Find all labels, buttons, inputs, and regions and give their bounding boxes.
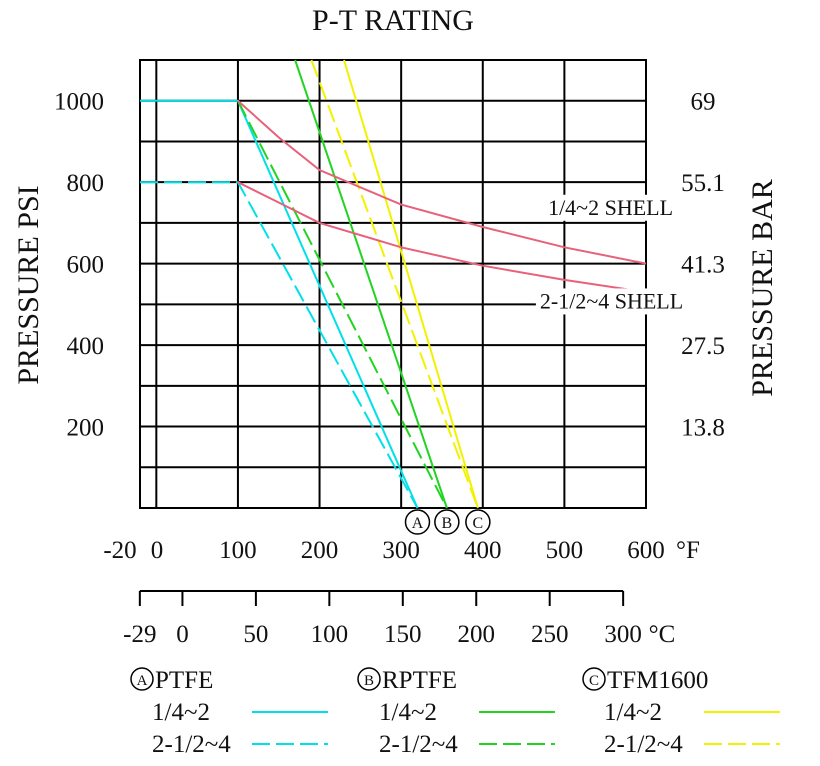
x-tick-label-f: 200	[301, 537, 339, 564]
legend-size-label: 1/4~2	[152, 699, 210, 726]
x-tick-label-f: 300	[382, 537, 420, 564]
marker-circle-c	[465, 509, 491, 535]
x-tick-label-c: 200	[457, 621, 495, 648]
legend-size-label: 1/4~2	[604, 699, 662, 726]
x-tick-label-f: 0	[151, 537, 164, 564]
x-tick-label-f: 100	[219, 537, 257, 564]
marker-circle-b	[434, 509, 460, 535]
legend-size-label: 1/4~2	[379, 699, 437, 726]
annotation-bg	[544, 194, 668, 221]
legend: A PTFE 1/4~2 2-1/2~4 B RPTFE 1/4~2 2-1/2~4 C TFM1…	[130, 667, 780, 758]
legend-material-label: TFM1600	[607, 667, 708, 694]
y-tick-label-bar: 41.3	[681, 252, 725, 279]
y-tick-label-psi: 400	[67, 333, 105, 360]
series-line-2-1-2-4-shell	[237, 181, 647, 294]
y-tick-label-bar: 55.1	[681, 170, 725, 197]
x-tick-label-f: 400	[464, 537, 502, 564]
legend-marker-letter: C	[589, 673, 599, 689]
series-line-rptfe-2-1-2-4	[237, 100, 448, 509]
legend-marker-circle	[130, 667, 154, 691]
y-tick-label-bar: 69	[691, 89, 716, 116]
x-tick-label-c: 50	[243, 621, 268, 648]
series-line-tfm1600-2-1-2-4	[310, 59, 479, 509]
series-line-1-4-2-shell	[237, 99, 647, 265]
y-tick-label-psi: 800	[67, 170, 105, 197]
fahrenheit-axis: -20 0 100 200 300 400 500 600 °F	[103, 537, 700, 564]
legend-size-label: 2-1/2~4	[379, 731, 458, 758]
x-tick-label-c: 100	[311, 621, 349, 648]
chart-grid	[139, 59, 647, 509]
chart-labels: 1000 69 800 55.1 600 41.3 400 27.5 200 13.8 1/4~2 …	[54, 89, 725, 535]
x-tick-label-c: -29	[123, 621, 156, 648]
marker-letter-c: C	[473, 515, 484, 532]
shell-annotation: 2-1/2~4 SHELL	[540, 288, 683, 313]
y-tick-label-psi: 1000	[54, 89, 104, 116]
x-tick-label-f: 600	[627, 537, 665, 564]
legend-marker-letter: B	[364, 673, 374, 689]
legend-marker-circle	[357, 667, 381, 691]
marker-letter-b: B	[442, 515, 453, 532]
marker-letter-a: A	[412, 515, 424, 532]
celsius-axis: -29 0 50 100 150 200 250 300 °C	[123, 590, 676, 648]
x-tick-label-f: -20	[103, 537, 136, 564]
marker-circle-a	[404, 509, 431, 535]
legend-marker-circle	[582, 667, 606, 691]
legend-material-label: PTFE	[155, 667, 213, 694]
series-line-tfm1600-1-4-2	[343, 59, 479, 509]
legend-marker-letter: A	[137, 673, 148, 689]
series-line-rptfe-1-4-2	[294, 59, 448, 509]
legend-material-label: RPTFE	[382, 667, 457, 694]
chart-title: P-T RATING	[312, 4, 474, 37]
plot-frame	[139, 59, 647, 509]
x-tick-label-c: 150	[384, 621, 422, 648]
shell-annotation: 1/4~2 SHELL	[548, 195, 673, 220]
y-tick-label-psi: 200	[67, 415, 105, 442]
y-axis-label-psi: PRESSURE PSI	[12, 185, 45, 384]
x-tick-label-c: 250	[531, 621, 569, 648]
chart-series	[140, 59, 647, 509]
x-tick-label-c: 300	[604, 621, 642, 648]
annotation-bg	[535, 288, 681, 315]
y-tick-label-bar: 13.8	[681, 415, 725, 442]
legend-size-label: 2-1/2~4	[604, 731, 683, 758]
legend-size-label: 2-1/2~4	[152, 731, 231, 758]
x-tick-label-f: 500	[546, 537, 584, 564]
x-unit-label-c: °C	[649, 621, 676, 648]
y-tick-label-psi: 600	[67, 252, 105, 279]
y-tick-label-bar: 27.5	[681, 333, 725, 360]
x-unit-label-f: °F	[676, 537, 700, 564]
x-tick-label-c: 0	[176, 621, 189, 648]
y-axis-label-bar: PRESSURE BAR	[746, 179, 779, 397]
